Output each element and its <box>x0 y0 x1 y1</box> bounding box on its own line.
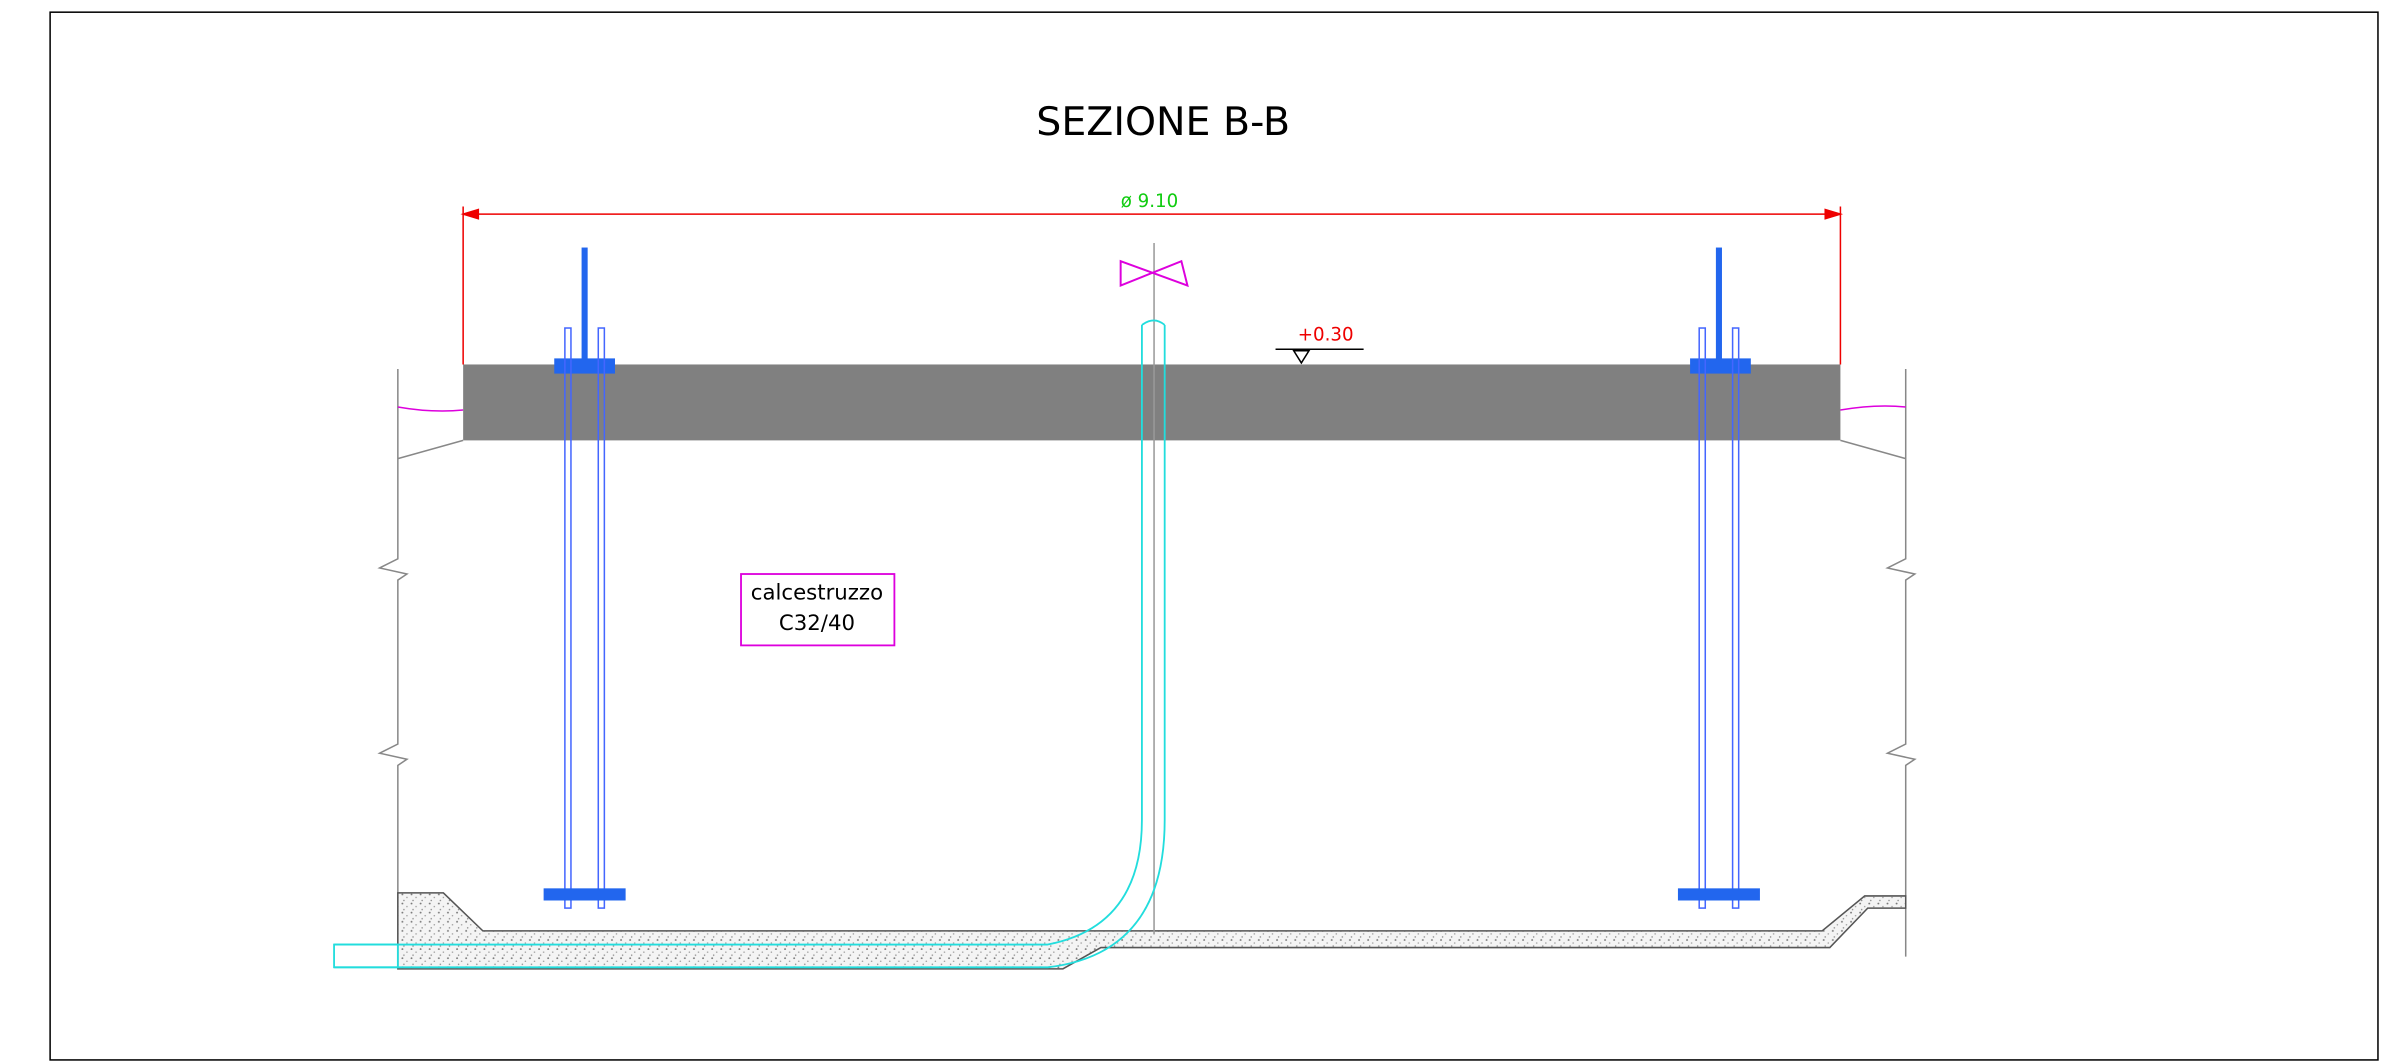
base <box>398 893 1906 969</box>
title: SEZIONE B-B <box>1036 99 1290 145</box>
material-line: C32/40 <box>779 611 855 636</box>
drawing: SEZIONE B-B ø 9.10 +0.30 <box>0 0 2381 1063</box>
walls <box>380 369 1915 957</box>
page: SEZIONE B-B ø 9.10 +0.30 <box>0 0 2381 1063</box>
dimension-label: ø 9.10 <box>1121 191 1179 212</box>
elevation-label: +0.30 <box>1298 325 1354 346</box>
dimension-line <box>463 207 1840 365</box>
slab <box>463 364 1840 440</box>
elevation-mark <box>1294 351 1309 363</box>
material-line: calcestruzzo <box>751 581 883 606</box>
anchor-right <box>1678 248 1760 909</box>
anchor-left <box>544 248 626 909</box>
